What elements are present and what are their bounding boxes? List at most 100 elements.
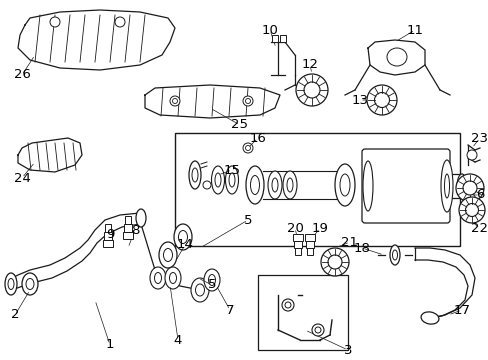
Ellipse shape xyxy=(203,181,210,189)
Ellipse shape xyxy=(203,269,220,291)
Bar xyxy=(103,240,113,247)
Text: 11: 11 xyxy=(406,23,423,36)
Ellipse shape xyxy=(136,209,146,227)
Ellipse shape xyxy=(245,145,250,150)
Ellipse shape xyxy=(455,174,483,202)
Ellipse shape xyxy=(283,171,296,199)
Text: 19: 19 xyxy=(311,221,328,234)
Polygon shape xyxy=(18,10,175,70)
Ellipse shape xyxy=(327,255,341,269)
Ellipse shape xyxy=(189,161,201,189)
Ellipse shape xyxy=(456,174,466,198)
Text: 8: 8 xyxy=(131,224,139,237)
Text: 18: 18 xyxy=(353,242,370,255)
Ellipse shape xyxy=(267,171,282,199)
Circle shape xyxy=(282,299,293,311)
Text: 16: 16 xyxy=(249,131,266,144)
Ellipse shape xyxy=(8,279,14,289)
Circle shape xyxy=(314,327,320,333)
Bar xyxy=(293,241,302,248)
Text: 7: 7 xyxy=(225,303,234,316)
Text: 6: 6 xyxy=(475,189,483,202)
Circle shape xyxy=(466,150,476,160)
Ellipse shape xyxy=(5,273,17,295)
Bar xyxy=(292,234,303,241)
Text: 3: 3 xyxy=(343,343,351,356)
Text: 24: 24 xyxy=(14,171,30,184)
Ellipse shape xyxy=(169,273,176,284)
Polygon shape xyxy=(145,85,280,118)
Ellipse shape xyxy=(191,278,208,302)
Ellipse shape xyxy=(374,93,389,108)
Ellipse shape xyxy=(174,224,192,250)
Ellipse shape xyxy=(228,173,235,187)
Text: 2: 2 xyxy=(11,309,19,321)
Ellipse shape xyxy=(154,273,161,284)
Ellipse shape xyxy=(178,230,187,243)
Circle shape xyxy=(50,17,60,27)
Text: 5: 5 xyxy=(243,213,252,226)
Ellipse shape xyxy=(465,203,478,216)
Text: 20: 20 xyxy=(286,221,303,234)
Text: 25: 25 xyxy=(231,118,248,131)
Bar xyxy=(258,275,347,350)
Ellipse shape xyxy=(150,267,165,289)
Bar xyxy=(271,35,278,42)
Text: 5: 5 xyxy=(207,279,216,292)
Text: 1: 1 xyxy=(105,338,114,351)
Bar xyxy=(105,224,111,232)
Text: 17: 17 xyxy=(452,303,469,316)
Ellipse shape xyxy=(225,166,238,194)
Ellipse shape xyxy=(215,173,221,187)
Ellipse shape xyxy=(392,250,397,260)
Ellipse shape xyxy=(271,178,278,192)
Circle shape xyxy=(243,96,252,106)
FancyBboxPatch shape xyxy=(361,149,449,223)
Ellipse shape xyxy=(164,267,181,289)
Ellipse shape xyxy=(334,164,354,206)
Ellipse shape xyxy=(243,143,252,153)
Text: 9: 9 xyxy=(105,229,114,242)
Ellipse shape xyxy=(159,242,177,268)
Ellipse shape xyxy=(22,273,38,295)
Ellipse shape xyxy=(295,74,327,106)
Text: 13: 13 xyxy=(351,94,368,107)
Circle shape xyxy=(170,96,180,106)
Text: 23: 23 xyxy=(470,131,488,144)
Ellipse shape xyxy=(389,245,399,265)
Text: 15: 15 xyxy=(223,163,240,176)
Bar xyxy=(104,232,112,240)
Ellipse shape xyxy=(208,274,215,285)
Text: 22: 22 xyxy=(470,221,488,234)
Bar xyxy=(294,248,301,255)
Circle shape xyxy=(285,302,290,308)
Bar xyxy=(305,234,314,241)
Bar xyxy=(123,232,133,239)
Ellipse shape xyxy=(458,197,484,223)
Ellipse shape xyxy=(386,48,406,66)
Text: 4: 4 xyxy=(173,333,182,346)
Ellipse shape xyxy=(245,166,264,204)
Ellipse shape xyxy=(366,85,396,115)
Ellipse shape xyxy=(339,174,349,196)
Circle shape xyxy=(172,99,177,104)
Text: 26: 26 xyxy=(14,68,30,81)
Ellipse shape xyxy=(362,161,372,211)
Polygon shape xyxy=(367,40,424,75)
Bar xyxy=(306,248,312,255)
Bar xyxy=(125,216,131,224)
Ellipse shape xyxy=(286,178,292,192)
Text: 21: 21 xyxy=(341,235,358,248)
Bar xyxy=(124,224,132,232)
Ellipse shape xyxy=(440,160,452,212)
Ellipse shape xyxy=(320,248,348,276)
Ellipse shape xyxy=(195,284,204,296)
Text: 14: 14 xyxy=(176,238,193,252)
Text: 10: 10 xyxy=(261,23,278,36)
Ellipse shape xyxy=(444,174,448,198)
Bar xyxy=(305,241,313,248)
Ellipse shape xyxy=(163,248,172,261)
Circle shape xyxy=(245,99,250,104)
Bar xyxy=(280,35,285,42)
Ellipse shape xyxy=(462,181,476,195)
